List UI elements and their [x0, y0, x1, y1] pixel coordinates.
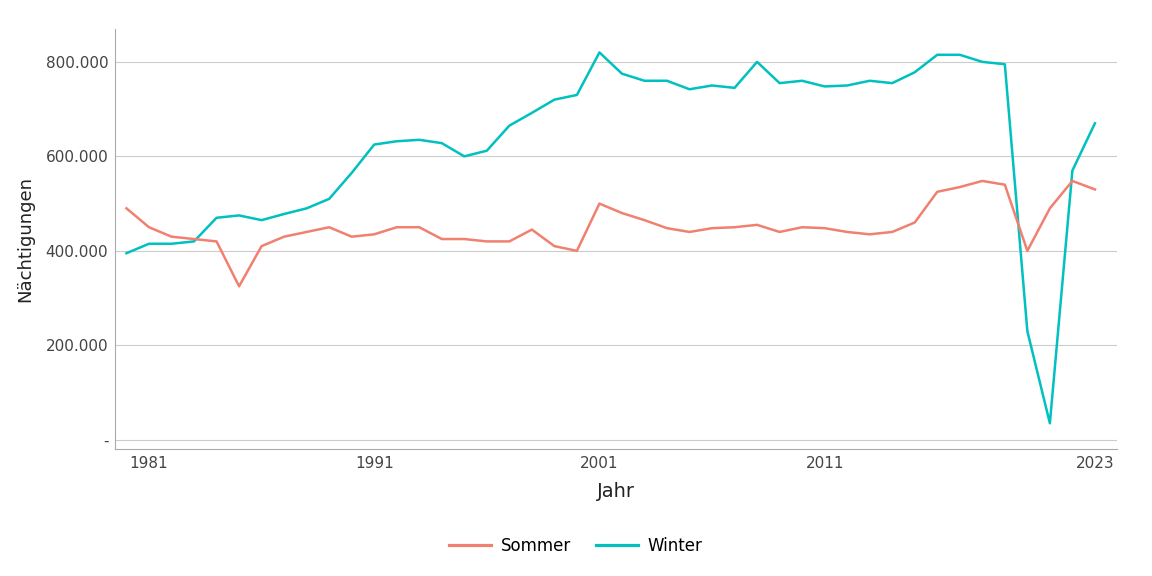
Legend: Sommer, Winter: Sommer, Winter [442, 530, 710, 562]
X-axis label: Jahr: Jahr [598, 482, 635, 501]
Y-axis label: Nächtigungen: Nächtigungen [16, 176, 35, 302]
